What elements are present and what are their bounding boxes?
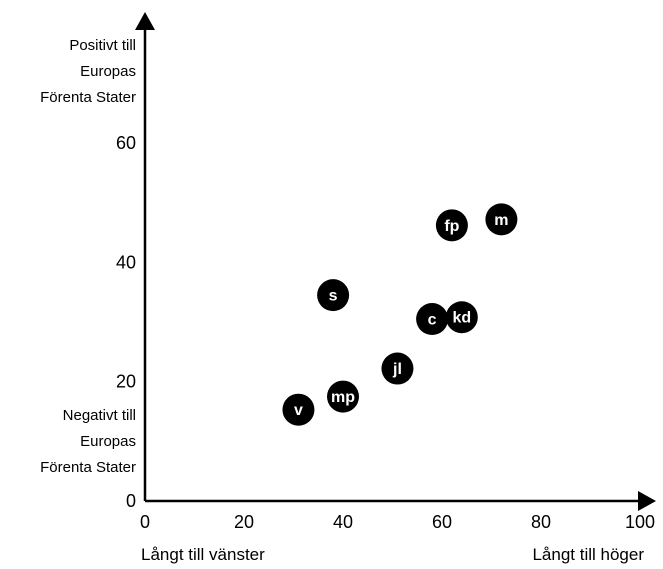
data-point-label: m — [494, 212, 508, 229]
data-point-marker — [445, 301, 478, 334]
x-tick-label: 20 — [234, 512, 254, 532]
data-point-c: c — [416, 303, 449, 336]
x-tick-label: 100 — [625, 512, 655, 532]
data-point-fp: fp — [435, 209, 468, 242]
data-point-jl: jl — [381, 352, 414, 385]
axes — [135, 12, 656, 511]
data-point-marker — [381, 352, 414, 385]
x-tick-label: 0 — [140, 512, 150, 532]
x-tick-label: 40 — [333, 512, 353, 532]
data-point-label: fp — [444, 218, 459, 235]
y-tick-labels: 0 20 40 60 — [116, 133, 136, 511]
data-point-label: s — [329, 288, 338, 305]
x-axis-arrow — [638, 491, 656, 511]
data-point-label: kd — [452, 310, 471, 327]
data-point-marker — [416, 303, 449, 336]
data-point-label: c — [428, 312, 437, 329]
data-point-mp: mp — [327, 380, 359, 413]
y-top-label-line-1: Positivt till — [69, 37, 136, 54]
data-point-v: v — [282, 393, 315, 426]
y-tick-label: 60 — [116, 133, 136, 153]
y-top-label-line-2: Europas — [80, 63, 136, 80]
data-point-marker — [327, 380, 359, 413]
data-point-marker — [317, 279, 350, 312]
data-point-label: v — [294, 402, 303, 419]
y-bottom-label-line-2: Europas — [80, 433, 136, 450]
y-top-label-line-3: Förenta Stater — [40, 89, 136, 106]
data-point-kd: kd — [445, 301, 478, 334]
x-tick-label: 60 — [432, 512, 452, 532]
x-tick-label: 80 — [531, 512, 551, 532]
x-left-label: Långt till vänster — [141, 545, 265, 564]
x-tick-labels: 0 20 40 60 80 100 — [140, 512, 655, 532]
y-tick-label: 0 — [126, 491, 136, 511]
data-point-marker — [485, 203, 518, 236]
data-point-label: jl — [392, 361, 402, 378]
x-right-label: Långt till höger — [532, 545, 644, 564]
data-point-marker — [282, 393, 315, 426]
y-bottom-label-line-1: Negativt till — [63, 407, 136, 424]
y-bottom-label-line-3: Förenta Stater — [40, 459, 136, 476]
data-points: v mp jl s c kd fp m — [282, 203, 518, 426]
data-point-m: m — [485, 203, 518, 236]
y-tick-label: 20 — [116, 372, 136, 392]
data-point-label: mp — [331, 389, 355, 406]
y-axis-arrow — [135, 12, 155, 30]
y-tick-label: 40 — [116, 252, 136, 272]
data-point-s: s — [317, 279, 350, 312]
data-point-marker — [435, 209, 468, 242]
